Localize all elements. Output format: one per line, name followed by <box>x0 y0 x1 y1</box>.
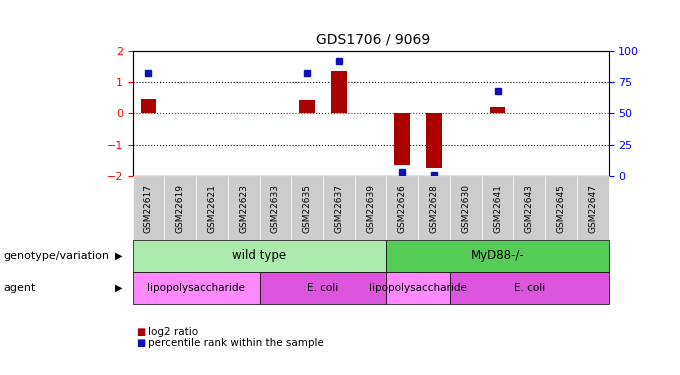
Text: MyD88-/-: MyD88-/- <box>471 249 524 262</box>
Text: ■: ■ <box>136 338 146 348</box>
Text: wild type: wild type <box>233 249 286 262</box>
Text: GSM22641: GSM22641 <box>493 184 502 232</box>
Text: ▶: ▶ <box>115 283 123 293</box>
Text: percentile rank within the sample: percentile rank within the sample <box>148 338 324 348</box>
Bar <box>331 71 347 113</box>
Text: lipopolysaccharide: lipopolysaccharide <box>369 283 467 293</box>
Text: GSM22645: GSM22645 <box>556 184 566 232</box>
Text: lipopolysaccharide: lipopolysaccharide <box>147 283 245 293</box>
Bar <box>299 100 315 113</box>
Text: GSM22647: GSM22647 <box>588 184 597 232</box>
Text: GSM22630: GSM22630 <box>461 184 471 232</box>
Text: GSM22628: GSM22628 <box>430 184 439 232</box>
Bar <box>141 99 156 113</box>
Text: E. coli: E. coli <box>307 283 339 293</box>
Text: agent: agent <box>3 283 36 293</box>
Text: genotype/variation: genotype/variation <box>3 251 109 261</box>
Text: GSM22621: GSM22621 <box>207 184 216 232</box>
Text: GSM22643: GSM22643 <box>525 184 534 232</box>
Text: GSM22623: GSM22623 <box>239 184 248 232</box>
Text: log2 ratio: log2 ratio <box>148 327 199 337</box>
Text: GSM22619: GSM22619 <box>175 184 185 232</box>
Text: ▶: ▶ <box>115 251 123 261</box>
Text: GSM22635: GSM22635 <box>303 184 311 232</box>
Bar <box>394 113 410 165</box>
Text: GSM22626: GSM22626 <box>398 184 407 232</box>
Text: GSM22617: GSM22617 <box>144 184 153 232</box>
Text: GSM22639: GSM22639 <box>366 184 375 232</box>
Bar <box>426 113 442 168</box>
Text: GSM22633: GSM22633 <box>271 184 280 232</box>
Text: GDS1706 / 9069: GDS1706 / 9069 <box>316 33 430 47</box>
Bar <box>490 107 505 113</box>
Text: ■: ■ <box>136 327 146 337</box>
Text: E. coli: E. coli <box>513 283 545 293</box>
Text: GSM22637: GSM22637 <box>335 184 343 232</box>
